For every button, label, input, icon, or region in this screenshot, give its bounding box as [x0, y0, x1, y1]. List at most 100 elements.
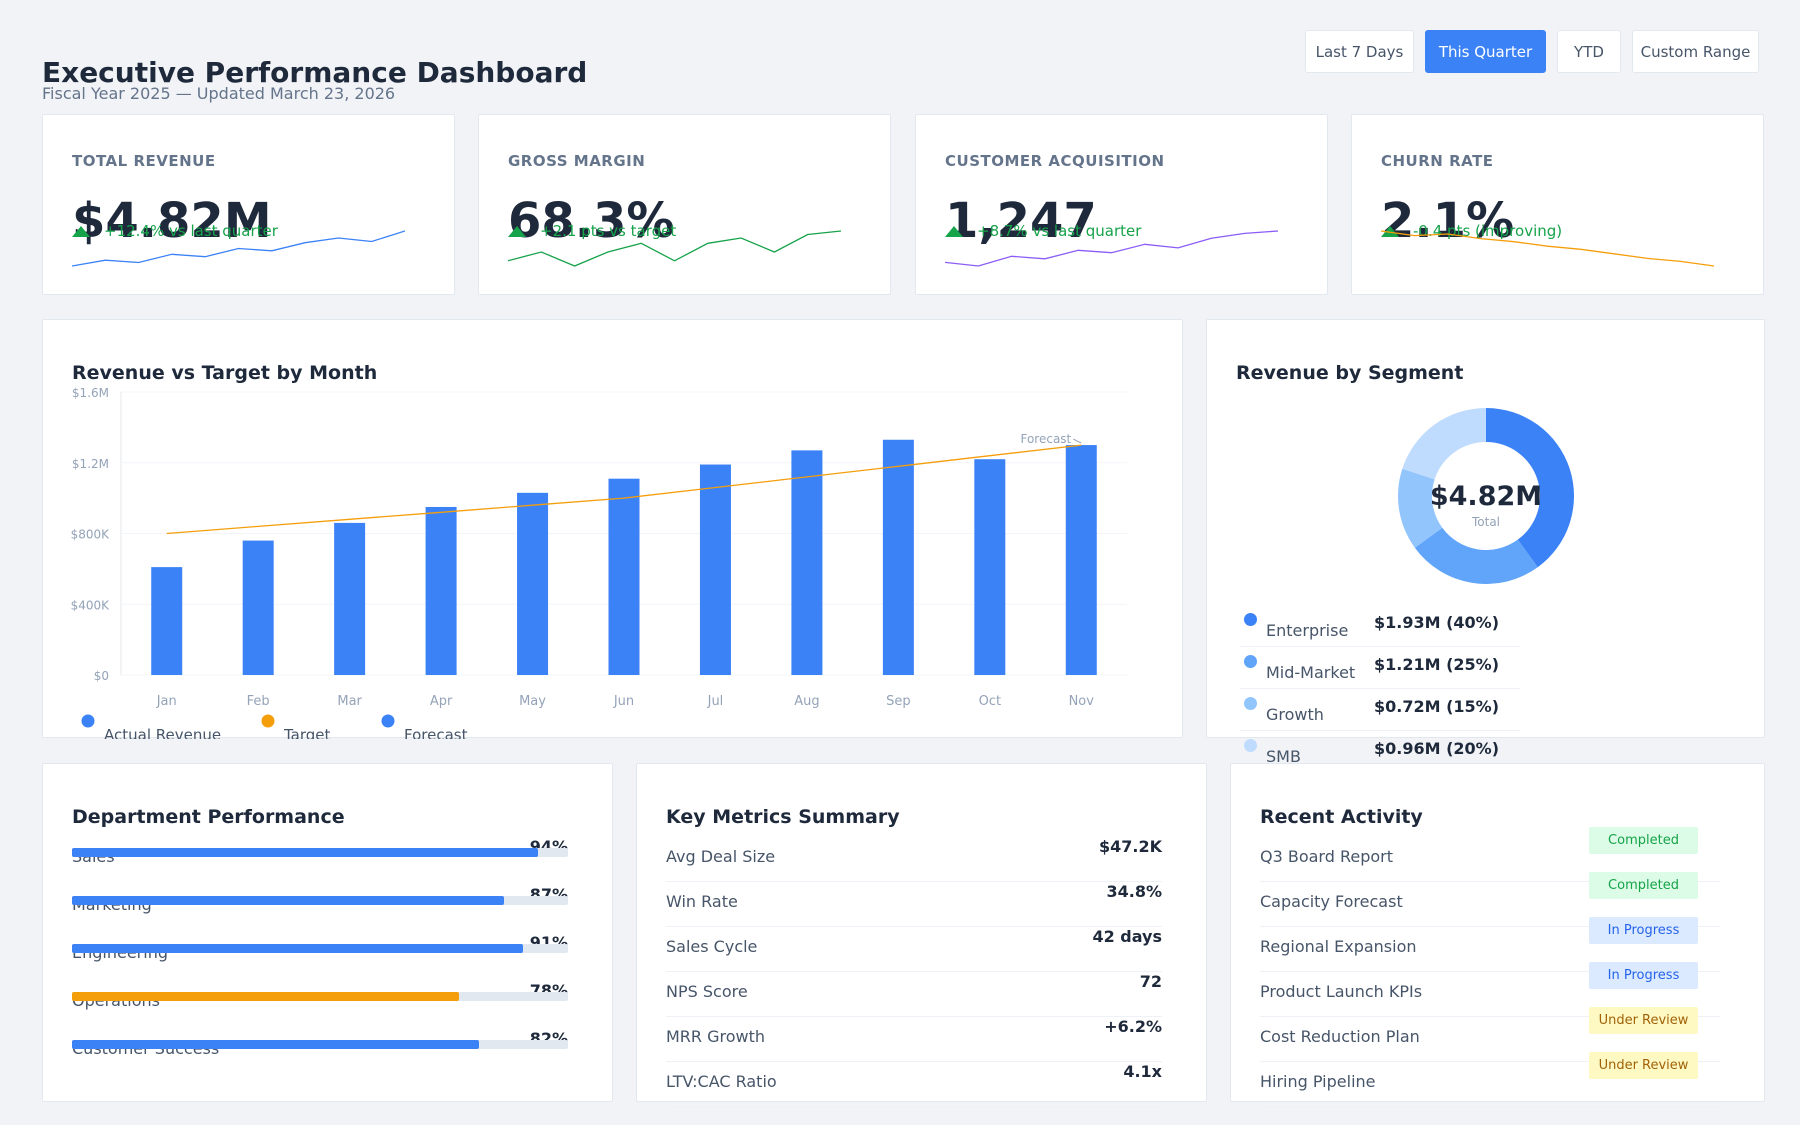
- y-tick-label: $0: [94, 669, 109, 683]
- sparkline: [1381, 230, 1714, 267]
- range-this-quarter-button[interactable]: This Quarter: [1425, 30, 1546, 73]
- metric-row: Avg Deal Size $47.2K: [666, 837, 1162, 882]
- kpi-label: CUSTOMER ACQUISITION: [945, 152, 1165, 170]
- progress-track: [72, 896, 568, 905]
- x-tick-label: Mar: [337, 694, 362, 709]
- range-ytd-button[interactable]: YTD: [1557, 30, 1621, 73]
- legend-label-forecast: Forecast: [404, 726, 468, 739]
- bar-actual-revenue[interactable]: [699, 464, 731, 675]
- donut-center-value: $4.82M: [1430, 481, 1542, 512]
- bar-actual-revenue[interactable]: [608, 478, 640, 675]
- sparkline-series: [1381, 230, 1714, 267]
- revenue-chart-card: Revenue vs Target by Month $0 $400K $800K $…: [42, 319, 1183, 739]
- trend-up-icon: [508, 225, 526, 237]
- donut-slice-enterprise[interactable]: [1486, 408, 1574, 568]
- progress-fill: [72, 992, 459, 1001]
- x-tick-label: Feb: [247, 694, 270, 709]
- bar-actual-revenue[interactable]: [882, 439, 914, 675]
- progress-track: [72, 1040, 568, 1049]
- metrics-title: Key Metrics Summary: [666, 806, 900, 828]
- metric-name: LTV:CAC Ratio: [666, 1072, 777, 1091]
- activity-row[interactable]: Product Launch KPIs In Progress: [1260, 962, 1720, 1017]
- activity-name: Cost Reduction Plan: [1260, 1027, 1420, 1046]
- page-subtitle: Fiscal Year 2025 — Updated March 23, 202…: [42, 84, 396, 103]
- segment-value: $0.72M (15%): [1374, 697, 1500, 716]
- bar-actual-revenue[interactable]: [974, 459, 1006, 675]
- donut-slice-mid-market[interactable]: [1414, 527, 1538, 584]
- metric-row: Win Rate 34.8%: [666, 882, 1162, 927]
- x-tick-label: Jun: [613, 694, 634, 709]
- status-badge: Under Review: [1589, 1007, 1698, 1034]
- status-badge: Under Review: [1589, 1052, 1698, 1079]
- metric-value: 42 days: [1092, 927, 1162, 946]
- bar-actual-revenue[interactable]: [1065, 445, 1097, 675]
- bar-actual-revenue[interactable]: [791, 450, 823, 675]
- department-title: Department Performance: [72, 806, 345, 828]
- kpi-card-total-revenue[interactable]: TOTAL REVENUE $4.82M +12.4% vs last quar…: [42, 114, 455, 295]
- donut-slice-smb[interactable]: [1402, 408, 1486, 480]
- segment-dot: [1244, 697, 1257, 710]
- activity-row[interactable]: Hiring Pipeline Under Review: [1260, 1052, 1720, 1107]
- progress-track: [72, 848, 568, 857]
- kpi-value: 2.1%: [1381, 193, 1515, 249]
- activity-row[interactable]: Capacity Forecast Completed: [1260, 872, 1720, 927]
- bar-actual-revenue[interactable]: [242, 540, 274, 675]
- metric-value: $47.2K: [1098, 837, 1162, 856]
- activity-card: Recent Activity Q3 Board Report Completed…: [1230, 763, 1765, 1107]
- kpi-value: 1,247: [945, 193, 1097, 249]
- activity-title: Recent Activity: [1260, 806, 1423, 828]
- segment-legend-row[interactable]: Enterprise $1.93M (40%): [1240, 605, 1520, 647]
- kpi-card-customer-acquisition[interactable]: CUSTOMER ACQUISITION 1,247 +8.7% vs last…: [915, 114, 1328, 295]
- metric-name: NPS Score: [666, 982, 748, 1001]
- department-row: Sales94%: [72, 837, 568, 885]
- segment-name: Growth: [1266, 705, 1324, 724]
- segment-legend-row[interactable]: Mid-Market $1.21M (25%): [1240, 647, 1520, 689]
- x-tick-label: Nov: [1069, 694, 1095, 709]
- kpi-delta-text: +2.1 pts vs target: [540, 222, 677, 240]
- metric-row: Sales Cycle 42 days: [666, 927, 1162, 972]
- bar-actual-revenue[interactable]: [151, 567, 183, 675]
- bar-actual-revenue[interactable]: [425, 506, 457, 675]
- segment-dot: [1244, 613, 1257, 626]
- x-tick-label: Aug: [794, 694, 819, 709]
- activity-row[interactable]: Regional Expansion In Progress: [1260, 917, 1720, 972]
- segment-value: $0.96M (20%): [1374, 739, 1500, 758]
- sparkline-series: [945, 230, 1278, 267]
- donut-slice-growth[interactable]: [1398, 468, 1443, 548]
- segment-value: $1.21M (25%): [1374, 655, 1500, 674]
- department-row: Operations78%: [72, 981, 568, 1029]
- activity-name: Hiring Pipeline: [1260, 1072, 1376, 1091]
- metric-row: MRR Growth +6.2%: [666, 1017, 1162, 1062]
- kpi-delta: +8.7% vs last quarter: [945, 222, 1141, 240]
- bar-actual-revenue[interactable]: [517, 492, 549, 675]
- kpi-card-gross-margin[interactable]: GROSS MARGIN 68.3% +2.1 pts vs target: [478, 114, 891, 295]
- x-tick-label: Oct: [979, 694, 1001, 709]
- metric-row: NPS Score 72: [666, 972, 1162, 1017]
- segment-legend-row[interactable]: Growth $0.72M (15%): [1240, 689, 1520, 731]
- range-last-7-days-button[interactable]: Last 7 Days: [1305, 30, 1414, 73]
- department-row: Engineering91%: [72, 933, 568, 981]
- kpi-label: GROSS MARGIN: [508, 152, 646, 170]
- chart-title: Revenue vs Target by Month: [72, 362, 378, 384]
- trend-up-icon: [945, 225, 963, 237]
- metric-value: 34.8%: [1106, 882, 1162, 901]
- legend-swatch-forecast: [381, 714, 395, 728]
- metric-name: Sales Cycle: [666, 937, 758, 956]
- department-card: Department Performance Sales94%Marketing…: [42, 763, 613, 1102]
- activity-row[interactable]: Q3 Board Report Completed: [1260, 827, 1720, 882]
- bar-actual-revenue[interactable]: [334, 522, 366, 675]
- segment-name: Mid-Market: [1266, 663, 1356, 682]
- kpi-card-churn-rate[interactable]: CHURN RATE 2.1% -0.4 pts (improving): [1351, 114, 1764, 295]
- forecast-annotation-line: [1073, 438, 1082, 444]
- x-tick-label: Sep: [886, 694, 911, 709]
- legend-swatch-actual: [81, 714, 95, 728]
- range-custom-button[interactable]: Custom Range: [1632, 30, 1759, 73]
- segment-name: SMB: [1266, 747, 1301, 766]
- sparkline-series: [508, 230, 841, 267]
- kpi-delta: -0.4 pts (improving): [1381, 222, 1562, 240]
- activity-row[interactable]: Cost Reduction Plan Under Review: [1260, 1007, 1720, 1062]
- segment-title: Revenue by Segment: [1236, 362, 1464, 384]
- progress-track: [72, 992, 568, 1001]
- forecast-annotation: Forecast: [1020, 432, 1071, 446]
- revenue-chart: $0 $400K $800K $1.2M $1.6M Jan Feb Mar Apr May Jun…: [71, 386, 1127, 739]
